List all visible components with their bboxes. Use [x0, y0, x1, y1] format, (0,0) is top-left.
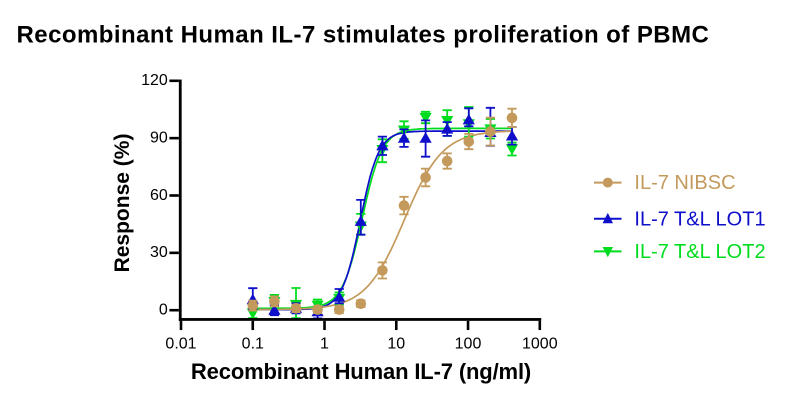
svg-text:Recombinant Human IL-7 stimula: Recombinant Human IL-7 stimulates prolif… [17, 22, 710, 49]
svg-text:IL-7 T&L LOT1: IL-7 T&L LOT1 [634, 208, 765, 230]
svg-text:90: 90 [150, 129, 168, 146]
svg-text:60: 60 [150, 187, 168, 204]
svg-text:Response (%): Response (%) [111, 134, 134, 273]
svg-text:0.1: 0.1 [242, 335, 264, 352]
svg-text:IL-7 T&L LOT2: IL-7 T&L LOT2 [634, 241, 765, 263]
svg-text:0: 0 [159, 302, 168, 319]
svg-text:1000: 1000 [522, 335, 558, 352]
svg-text:10: 10 [387, 335, 405, 352]
svg-text:100: 100 [455, 335, 482, 352]
svg-text:0.01: 0.01 [165, 335, 196, 352]
svg-text:120: 120 [141, 72, 168, 89]
svg-text:Recombinant Human IL-7 (ng/ml): Recombinant Human IL-7 (ng/ml) [191, 359, 531, 384]
svg-text:1: 1 [320, 335, 329, 352]
svg-text:IL-7 NIBSC: IL-7 NIBSC [634, 172, 735, 194]
svg-text:30: 30 [150, 244, 168, 261]
